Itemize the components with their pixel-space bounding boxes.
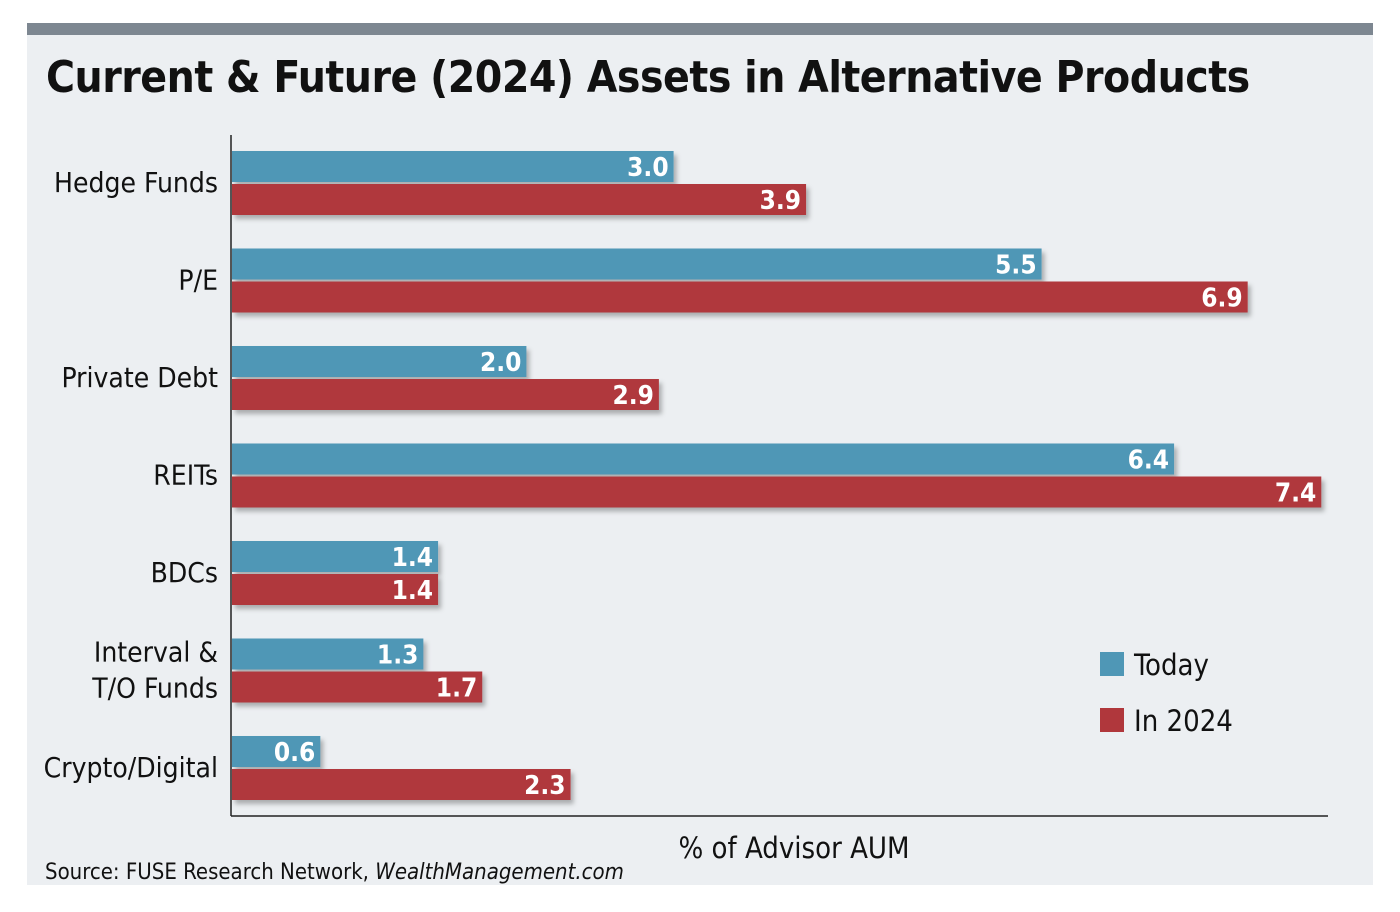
bar-in-2024-crypto-digital [232,769,571,800]
chart-title: Current & Future (2024) Assets in Altern… [46,52,1250,103]
data-label-today-interval-t-o-funds: 1.3 [377,641,418,671]
bar-in-2024-private-debt [232,379,659,410]
bar-today-reits [232,443,1175,475]
source-site: WealthManagement.com [375,860,624,885]
bar-in-2024-hedge-funds [232,184,807,215]
bar-in-2024-bdcs [232,574,439,605]
data-label-today-crypto-digital: 0.6 [274,738,315,768]
data-label-in-2024-private-debt: 2.9 [612,381,653,411]
category-label-hedge-funds: Hedge Funds [54,166,218,199]
category-label-reits: REITs [153,459,218,492]
category-label-crypto-digital: Crypto/Digital [44,751,218,784]
data-label-in-2024-hedge-funds: 3.9 [760,186,801,216]
bar-in-2024-interval-t-o-funds [232,671,483,703]
category-label-interval-t-o-funds: Interval & T/O Funds [91,636,218,705]
data-label-in-2024-reits: 7.4 [1275,479,1316,509]
data-label-today-reits: 6.4 [1128,446,1169,476]
legend-label-in-2024: In 2024 [1134,704,1233,738]
data-label-today-private-debt: 2.0 [480,348,521,378]
source-prefix: Source: FUSE Research Network, [45,860,376,885]
bar-in-2024-p-e [232,281,1248,313]
data-label-in-2024-bdcs: 1.4 [392,576,433,606]
bar-today-interval-t-o-funds [232,638,424,670]
data-label-in-2024-crypto-digital: 2.3 [524,771,565,801]
data-label-today-bdcs: 1.4 [392,543,433,573]
bar-today-p-e [232,248,1042,280]
bar-today-hedge-funds [232,151,674,182]
legend: Today In 2024 [1100,648,1233,738]
bar-today-bdcs [232,541,439,572]
data-label-in-2024-p-e: 6.9 [1201,284,1242,314]
legend-label-today: Today [1133,648,1209,682]
data-label-in-2024-interval-t-o-funds: 1.7 [436,674,477,704]
legend-swatch-today [1100,652,1124,676]
source-note: Source: FUSE Research Network, WealthMan… [45,860,624,885]
category-label-p-e: P/E [178,264,218,297]
data-label-today-p-e: 5.5 [995,251,1036,281]
bar-today-crypto-digital [232,736,321,767]
category-label-bdcs: BDCs [151,556,218,589]
data-label-today-hedge-funds: 3.0 [627,153,668,183]
top-accent-bar [27,23,1373,35]
bar-today-private-debt [232,346,527,377]
category-label-private-debt: Private Debt [61,361,218,394]
x-axis-label: % of Advisor AUM [678,831,909,865]
bar-in-2024-reits [232,476,1322,508]
legend-swatch-in-2024 [1100,708,1124,732]
